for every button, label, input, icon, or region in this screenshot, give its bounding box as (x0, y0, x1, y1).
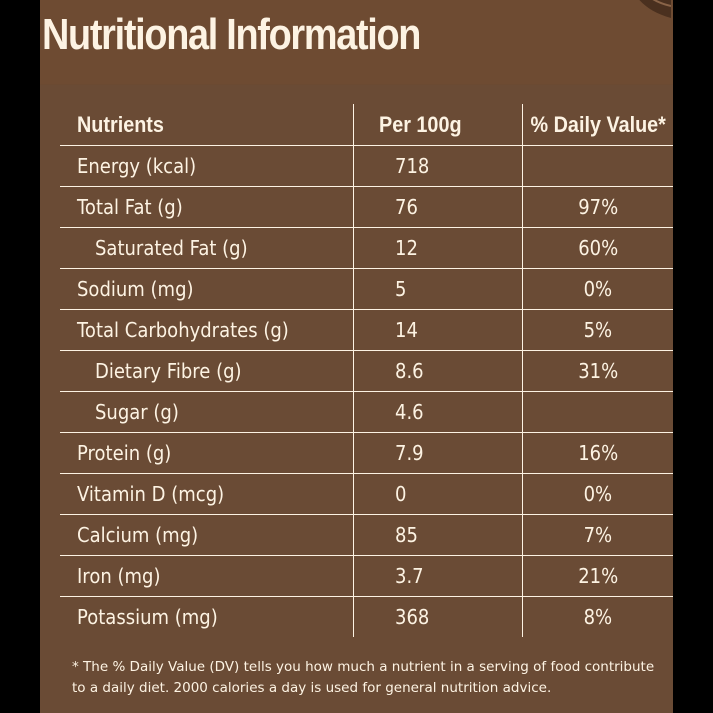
per-100g-value: 368 (352, 596, 523, 637)
nutrient-name: Energy (kcal) (60, 145, 354, 187)
per-100g-value: 12 (352, 227, 523, 269)
title-band (40, 0, 673, 84)
nutrient-name: Vitamin D (mcg) (60, 473, 354, 515)
nutrient-name: Saturated Fat (g) (60, 227, 354, 269)
table-row: Protein (g) 7.9 16% (60, 432, 673, 474)
nutrition-table-area: Nutrients Per 100g % Daily Value* Energy… (40, 85, 673, 713)
nutrient-name: Sugar (g) (60, 391, 354, 433)
table-row: Energy (kcal) 718 (60, 145, 673, 187)
nutrient-name: Potassium (mg) (60, 596, 354, 637)
per-100g-value: 4.6 (352, 391, 523, 433)
nutrition-panel: Nutritional Information Nutrients Per 10… (40, 0, 673, 713)
table-row: Total Carbohydrates (g) 14 5% (60, 309, 673, 351)
daily-value: 0% (521, 268, 673, 310)
daily-value: 0% (521, 473, 673, 515)
per-100g-value: 76 (352, 186, 523, 228)
table-row: Sodium (mg) 5 0% (60, 268, 673, 310)
nutrient-name: Calcium (mg) (60, 514, 354, 556)
daily-value: 97% (521, 186, 673, 228)
daily-value-footnote: * The % Daily Value (DV) tells you how m… (72, 659, 655, 696)
table-row: Total Fat (g) 76 97% (60, 186, 673, 228)
nutrition-table: Nutrients Per 100g % Daily Value* Energy… (60, 104, 673, 637)
table-row: Calcium (mg) 85 7% (60, 514, 673, 556)
daily-value: 5% (521, 309, 673, 351)
daily-value: 16% (521, 432, 673, 474)
nutrient-name: Iron (mg) (60, 555, 354, 597)
daily-value: 21% (521, 555, 673, 597)
nutrient-name: Total Carbohydrates (g) (60, 309, 354, 351)
chocolate-decoration-icon (639, 0, 671, 18)
daily-value: 8% (521, 596, 673, 637)
table-row: Vitamin D (mcg) 0 0% (60, 473, 673, 515)
daily-value (521, 145, 673, 187)
per-100g-value: 5 (352, 268, 523, 310)
per-100g-value: 85 (352, 514, 523, 556)
nutrient-name: Dietary Fibre (g) (60, 350, 354, 392)
daily-value: 7% (521, 514, 673, 556)
nutrient-name: Protein (g) (60, 432, 354, 474)
per-100g-value: 14 (352, 309, 523, 351)
header-nutrients: Nutrients (77, 111, 164, 137)
per-100g-value: 718 (352, 145, 523, 187)
table-header-row: Nutrients Per 100g % Daily Value* (60, 104, 673, 146)
nutrient-name: Total Fat (g) (60, 186, 354, 228)
page-title: Nutritional Information (42, 10, 421, 59)
per-100g-value: 3.7 (352, 555, 523, 597)
table-row: Potassium (mg) 368 8% (60, 596, 673, 637)
table-row: Saturated Fat (g) 12 60% (60, 227, 673, 269)
per-100g-value: 8.6 (352, 350, 523, 392)
nutrient-name: Sodium (mg) (60, 268, 354, 310)
header-per-100g: Per 100g (352, 104, 523, 146)
daily-value: 31% (521, 350, 673, 392)
daily-value: 60% (521, 227, 673, 269)
table-row: Iron (mg) 3.7 21% (60, 555, 673, 597)
table-row: Sugar (g) 4.6 (60, 391, 673, 433)
header-daily-value: % Daily Value* (521, 104, 673, 146)
daily-value (521, 391, 673, 433)
per-100g-value: 7.9 (352, 432, 523, 474)
table-row: Dietary Fibre (g) 8.6 31% (60, 350, 673, 392)
per-100g-value: 0 (352, 473, 523, 515)
